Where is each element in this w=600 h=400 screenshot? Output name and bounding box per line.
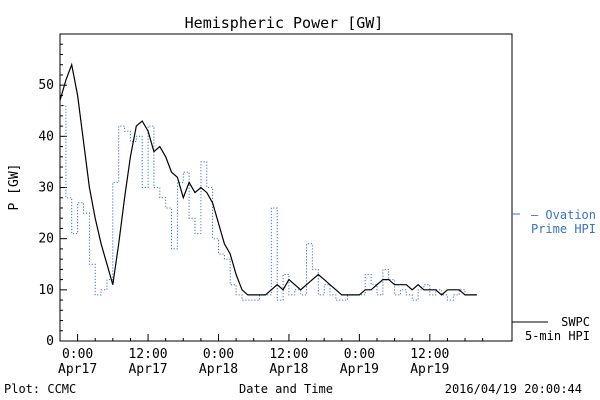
x-tick-label-date: Apr17 (58, 362, 97, 377)
x-tick-label-time: 12:00 (269, 347, 308, 362)
plot-timestamp: 2016/04/19 20:00:44 (445, 382, 582, 396)
x-tick-label-time: 12:00 (128, 347, 167, 362)
y-tick-label: 10 (38, 283, 54, 298)
x-tick-label-time: 12:00 (410, 347, 449, 362)
plot-frame (59, 33, 513, 342)
y-tick-label: 30 (38, 181, 54, 196)
x-tick-label-date: Apr19 (340, 362, 379, 377)
x-axis: 0:00Apr1712:00Apr170:00Apr1812:00Apr180:… (58, 334, 484, 377)
y-axis: 0 10 20 30 40 50 (38, 43, 67, 349)
plot-credit: Plot: CCMC (4, 382, 76, 396)
legend-ovation-line2: Prime HPI (531, 222, 596, 236)
legend-swpc-line2: 5-min HPI (525, 329, 590, 343)
series-line-swpc-5min-hpi (59, 62, 477, 296)
plot-area (59, 62, 477, 301)
y-tick-label: 20 (38, 232, 54, 247)
x-tick-label-date: Apr18 (269, 362, 308, 377)
y-tick-label: 0 (46, 334, 54, 349)
x-tick-label-time: 0:00 (62, 347, 93, 362)
y-axis-label: P [GW] (7, 164, 22, 211)
x-tick-label-time: 0:00 (203, 347, 234, 362)
x-axis-label: Date and Time (239, 382, 333, 396)
legend-ovation-line1: – Ovation (531, 208, 596, 222)
legend-swpc: SWPC 5-min HPI (525, 315, 590, 343)
x-tick-label-date: Apr19 (410, 362, 449, 377)
legend-ovation: – Ovation Prime HPI (531, 208, 596, 236)
y-tick-label: 50 (38, 78, 54, 93)
y-tick-label: 40 (38, 129, 54, 144)
legend-swpc-line1: SWPC (561, 315, 590, 329)
x-tick-label-time: 0:00 (344, 347, 375, 362)
x-tick-label-date: Apr17 (128, 362, 167, 377)
series-line-ovation-prime-hpi (60, 105, 477, 301)
chart-title: Hemispheric Power [GW] (185, 14, 384, 32)
x-tick-label-date: Apr18 (199, 362, 238, 377)
